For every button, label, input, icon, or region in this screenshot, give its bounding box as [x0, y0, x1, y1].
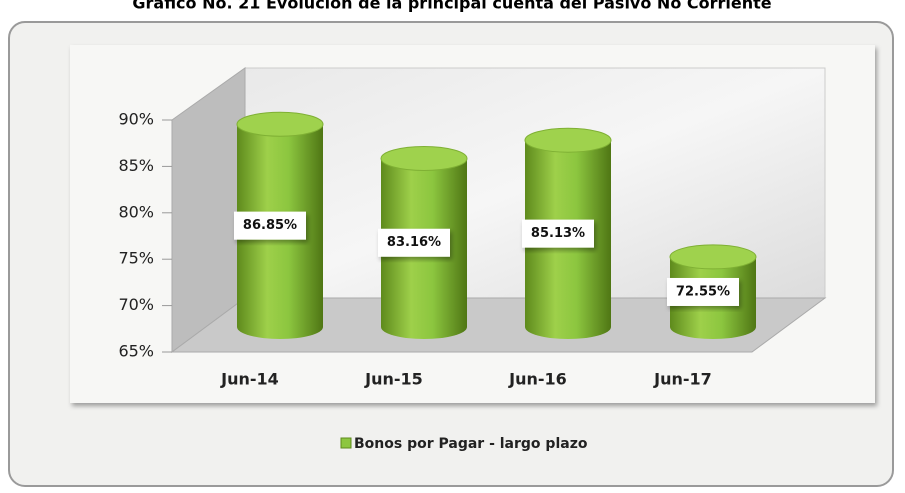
floor: [170, 297, 827, 353]
y-tick-label: 90%: [118, 110, 154, 129]
x-tick-label: Jun-16: [508, 370, 567, 389]
value-label-box: [378, 228, 450, 257]
chart-title: Gráfico No. 21 Evolución de la principal…: [132, 0, 771, 13]
legend-swatch: [340, 437, 352, 449]
bar-top: [524, 127, 612, 153]
value-label: 72.55%: [676, 284, 730, 299]
y-tick-label: 65%: [118, 342, 154, 361]
bar-top: [236, 111, 324, 137]
bar-top: [669, 244, 757, 270]
legend-label: Bonos por Pagar - largo plazo: [354, 436, 588, 452]
x-tick-label: Jun-15: [364, 370, 423, 389]
y-tick-label: 75%: [118, 249, 154, 268]
y-tick-label: 85%: [118, 156, 154, 175]
value-label-box: [522, 219, 594, 248]
y-tick-label: 70%: [118, 295, 154, 314]
bar-top: [380, 145, 468, 171]
value-label-box: [667, 277, 739, 306]
value-label: 83.16%: [387, 235, 441, 250]
value-label: 86.85%: [243, 218, 297, 233]
x-tick-label: Jun-14: [220, 370, 279, 389]
x-tick-label: Jun-17: [653, 370, 712, 389]
value-label: 85.13%: [531, 226, 585, 241]
value-label-box: [234, 211, 306, 240]
y-tick-label: 80%: [118, 202, 154, 221]
